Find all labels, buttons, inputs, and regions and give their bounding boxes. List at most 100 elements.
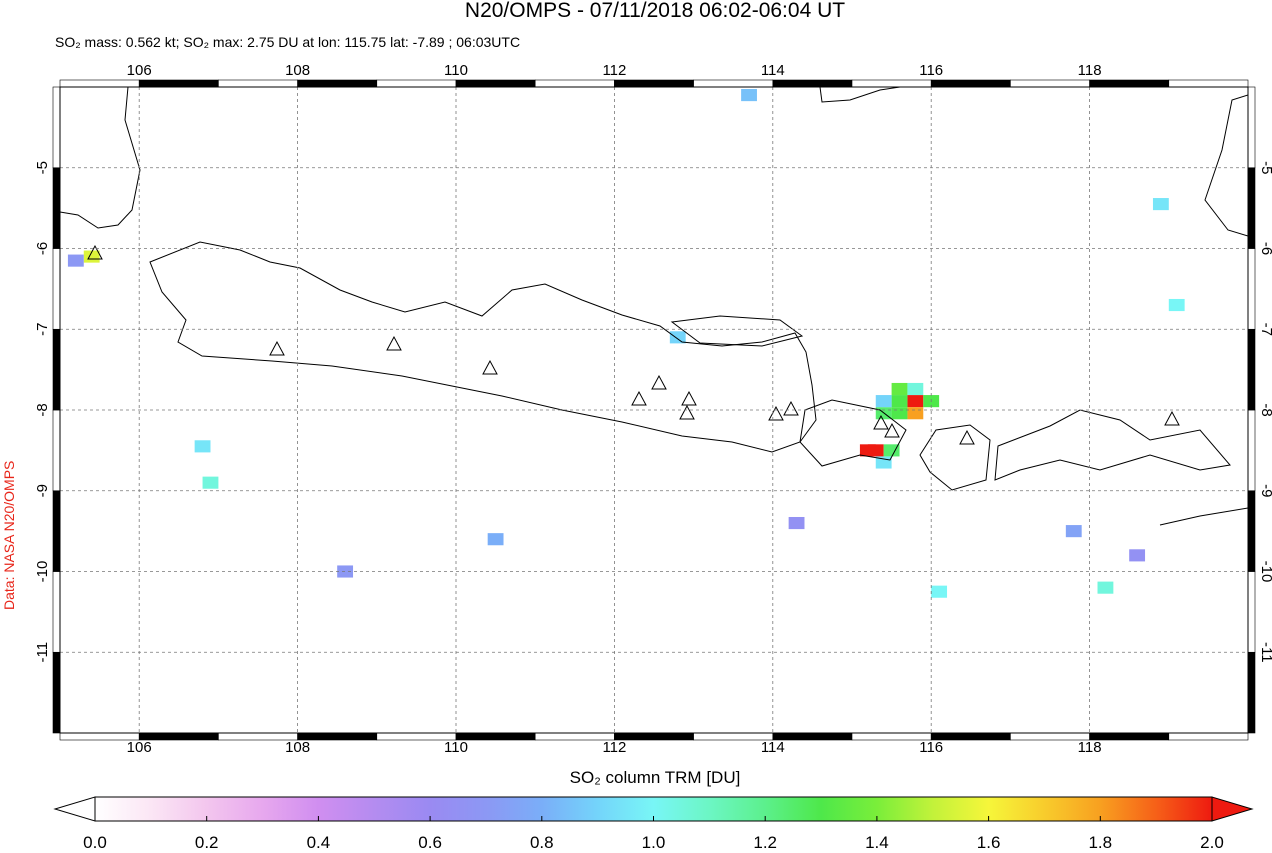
border-segment	[218, 79, 298, 88]
so2-pixel	[891, 407, 908, 420]
border-segment	[52, 651, 61, 734]
volcano	[482, 359, 498, 375]
border-segment	[376, 732, 457, 741]
lon-tick-label: 118	[1078, 62, 1102, 79]
subtitle: SO₂ mass: 0.562 kt; SO₂ max: 2.75 DU at …	[55, 34, 520, 50]
colorbar-label: SO₂ column TRM [DU]	[570, 768, 741, 787]
colorbar-tick-label: 0.6	[418, 833, 442, 852]
so2-pixel	[1129, 549, 1146, 562]
volcano-layer	[87, 244, 1180, 445]
border-segment	[930, 79, 1011, 88]
lat-tick-label: -10	[34, 561, 51, 583]
lat-tick-label: -6	[34, 242, 51, 255]
colorbar-tick-label: 2.0	[1200, 833, 1224, 852]
coast-sulawesi	[1204, 94, 1248, 237]
lat-tick-label: -8	[34, 403, 51, 416]
lat-tick-label: -7	[34, 323, 51, 336]
lat-tick-label: -5	[34, 161, 51, 174]
colorbar-tick-label: 0.0	[83, 833, 107, 852]
so2-pixel	[669, 331, 686, 344]
colorbar-tick-label: 1.4	[865, 833, 889, 852]
coast-java	[149, 241, 817, 453]
lon-tick-label: 112	[602, 739, 626, 756]
lat-tick-label: -7	[1258, 323, 1272, 336]
border-segment	[218, 732, 298, 741]
border-segment	[1089, 79, 1170, 88]
border-segment	[1247, 490, 1256, 572]
colorbar: 0.0 0.2 0.4 0.6 0.8 1.0 1.2 1.4 1.6 1.8 2.0	[53, 796, 1254, 852]
lat-tick-label: -11	[1258, 642, 1272, 663]
lon-tick-label: 108	[285, 739, 310, 756]
border-segment	[59, 732, 140, 741]
border-segment	[138, 732, 219, 741]
so2-pixel	[875, 395, 892, 408]
border-segment	[52, 248, 61, 330]
map-border	[59, 86, 1249, 734]
coast-sumbawa	[994, 409, 1231, 481]
so2-pixel	[741, 89, 757, 102]
colorbar-tick-label: 0.2	[195, 833, 219, 852]
border-segment	[297, 79, 378, 88]
lat-tick-label: -8	[1258, 403, 1272, 416]
so2-pixel	[931, 585, 948, 598]
colorbar-tick-label: 1.8	[1088, 833, 1112, 852]
title: N20/OMPS - 07/11/2018 06:02-06:04 UT	[465, 0, 845, 22]
border-segment	[772, 732, 853, 741]
coast-sumatra	[60, 87, 141, 229]
border-segment	[52, 86, 61, 169]
so2-pixel	[867, 444, 884, 457]
colorbar-over	[1211, 796, 1254, 822]
so2-pixel	[891, 395, 908, 408]
map-frame: 106 106 108 108 110 110 112 112 114 114 116 116 118 1…	[34, 62, 1272, 756]
border-segment	[851, 732, 932, 741]
volcano	[651, 374, 667, 390]
lon-tick-label: 110	[444, 62, 468, 79]
lat-tick-label: -9	[34, 484, 51, 497]
border-segment	[1168, 79, 1249, 88]
volcano	[884, 422, 900, 438]
border-segment	[1089, 732, 1170, 741]
so2-pixel	[883, 444, 900, 457]
coast-bali	[799, 399, 907, 467]
so2-pixel	[487, 533, 504, 546]
lon-tick-label: 110	[444, 739, 468, 756]
border-segment	[1247, 86, 1256, 169]
border-segment	[614, 732, 694, 741]
volcano	[1164, 410, 1180, 426]
border-segment	[851, 79, 932, 88]
border-segment	[1247, 167, 1256, 249]
border-segment	[52, 409, 61, 492]
colorbar-tick-label: 0.8	[530, 833, 554, 852]
lon-tick-label: 106	[127, 739, 152, 756]
border-segment	[930, 732, 1011, 741]
border-segment	[1010, 732, 1090, 741]
lon-tick-label: 116	[919, 739, 943, 756]
so2-pixel	[1097, 581, 1114, 594]
so2-pixel	[83, 250, 100, 263]
so2-pixel	[67, 254, 84, 267]
so2-pixel	[194, 440, 211, 453]
border-segment	[52, 167, 61, 249]
lat-tick-label: -11	[34, 642, 51, 663]
lat-tick-label: -9	[1258, 484, 1272, 497]
volcano	[87, 244, 103, 260]
colorbar-tick-label: 0.4	[307, 833, 331, 852]
border-segment	[59, 79, 140, 88]
border-segment	[376, 79, 457, 88]
lon-tick-label: 114	[761, 739, 785, 756]
lat-tick-label: -10	[1258, 561, 1272, 583]
lon-tick-label: 112	[602, 62, 626, 79]
so2-pixel	[1065, 525, 1082, 538]
border-segment	[455, 732, 536, 741]
border-segment	[138, 79, 219, 88]
coast-flores	[1159, 507, 1248, 526]
lat-tick-label: -5	[1258, 161, 1272, 174]
border-segment	[1247, 651, 1256, 734]
so2-pixel	[891, 382, 908, 396]
colorbar-tick-label: 1.0	[642, 833, 666, 852]
lat-tick-label: -6	[1258, 242, 1272, 255]
volcano	[681, 390, 697, 406]
volcano	[269, 340, 285, 356]
volcano	[873, 414, 889, 430]
